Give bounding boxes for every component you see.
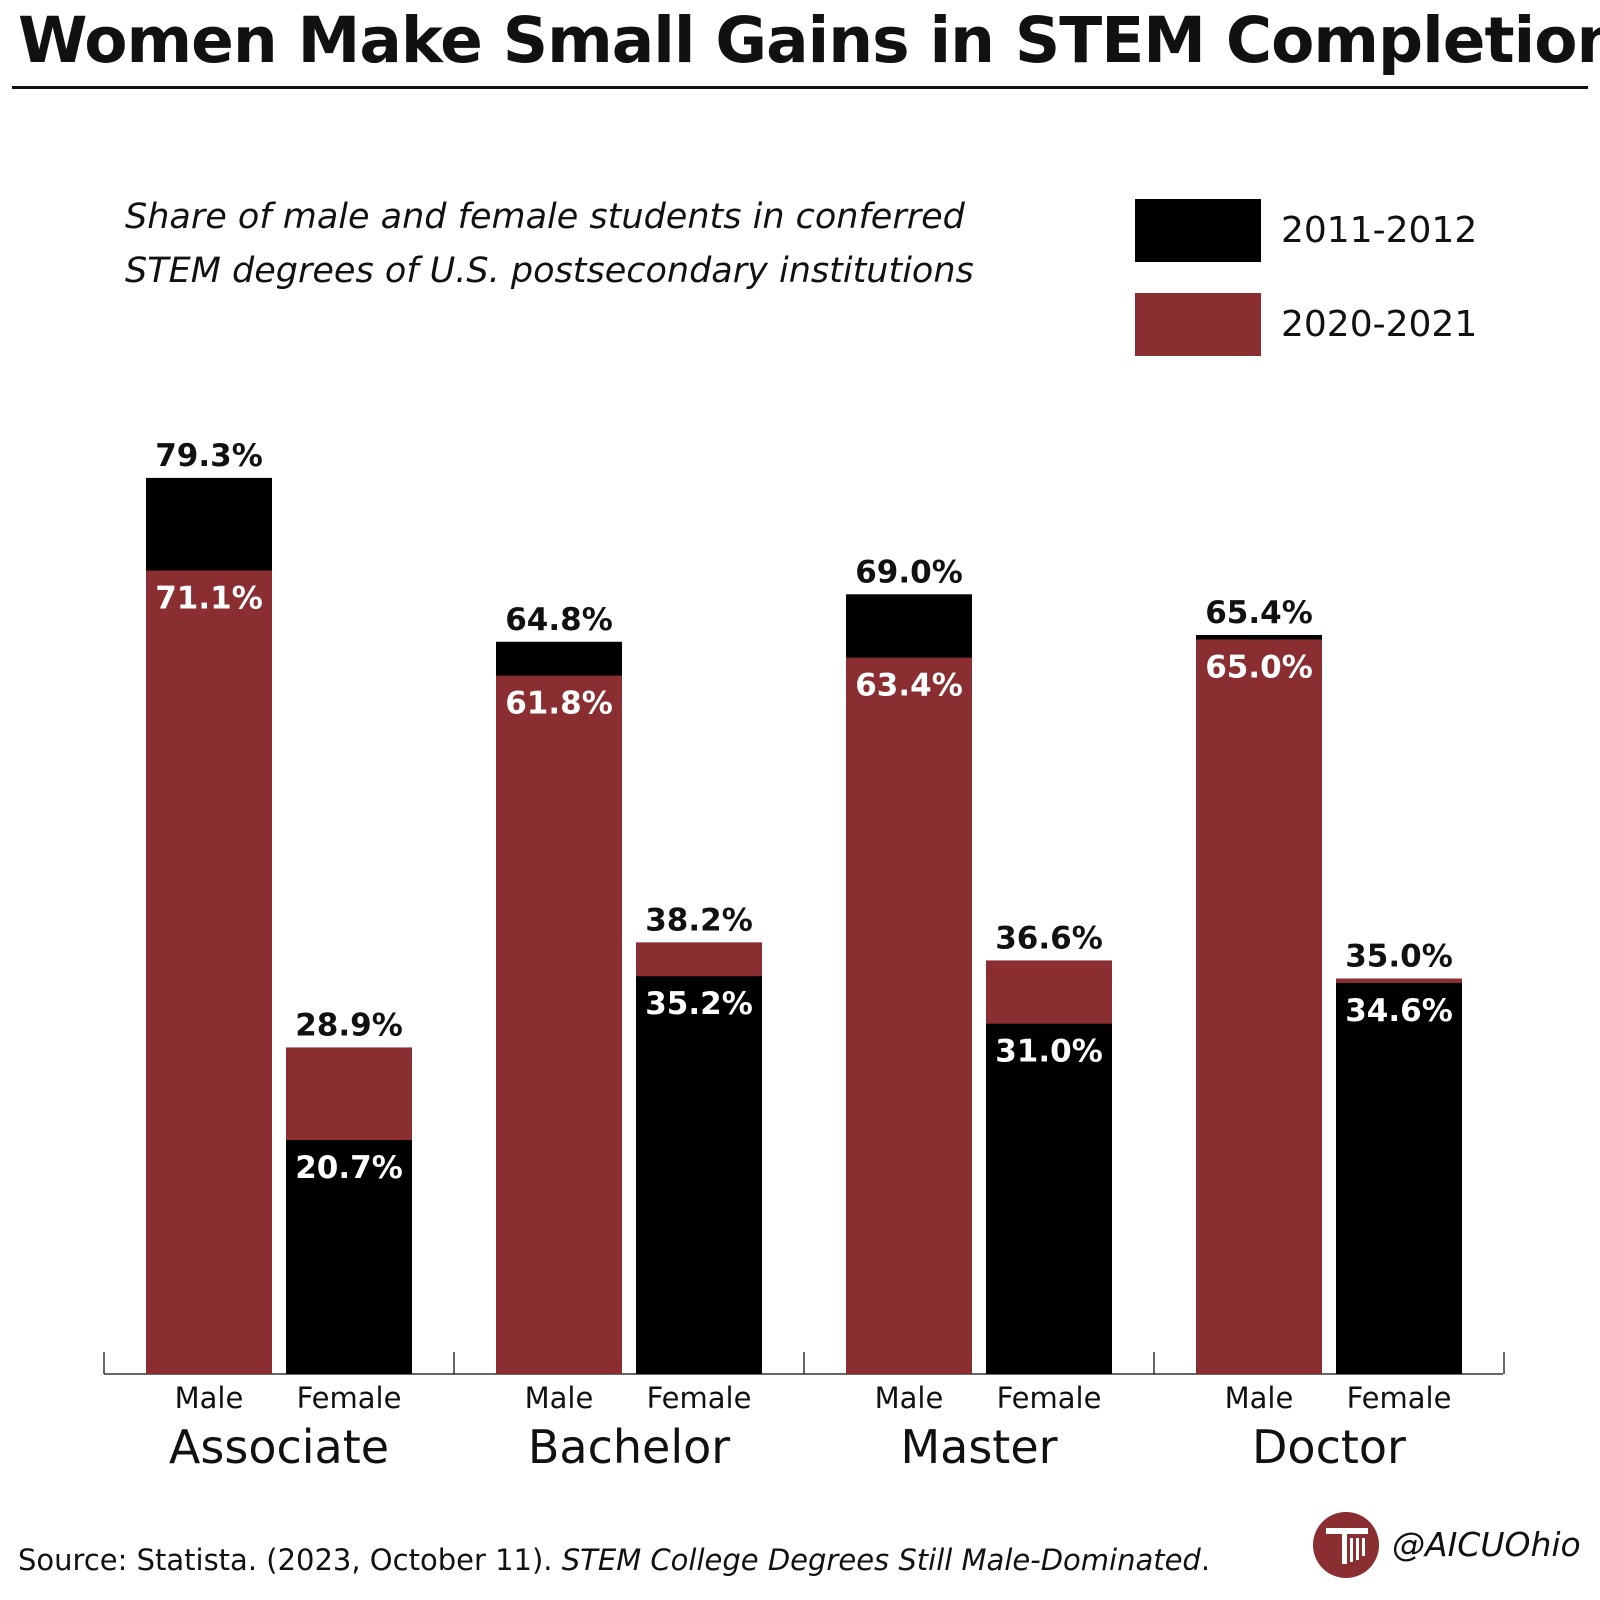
- tick-label-associate-male: Male: [175, 1381, 244, 1415]
- bar-chart: 79.3% 71.1% Male 28.9% 20.7% Female Associate 6…: [103, 438, 1505, 1474]
- source-prefix: Source: Statista. (2023, October 11).: [18, 1543, 562, 1577]
- value-label-doctor-male-top: 65.4%: [1205, 595, 1313, 631]
- value-label-master-female-top: 36.6%: [995, 920, 1103, 956]
- bar-master-female-lower: [986, 1023, 1112, 1374]
- tick-label-associate-female: Female: [297, 1381, 402, 1415]
- value-label-associate-female-inner: 20.7%: [295, 1150, 403, 1186]
- social-handle: @AICUOhio: [1392, 1525, 1581, 1564]
- bar-doctor-male-lower: [1196, 639, 1322, 1374]
- tick-label-master-male: Male: [875, 1381, 944, 1415]
- value-label-doctor-male-inner: 65.0%: [1205, 650, 1313, 686]
- legend-swatch-2011-2012: [1135, 198, 1261, 262]
- legend-item-2011-2012: 2011-2012: [1135, 198, 1477, 262]
- value-label-associate-male-inner: 71.1%: [155, 581, 263, 617]
- tick-label-doctor-male: Male: [1225, 1381, 1294, 1415]
- value-label-associate-female-top: 28.9%: [295, 1007, 403, 1043]
- legend-swatch-2020-2021: [1135, 292, 1261, 356]
- bar-associate-male-lower: [146, 570, 272, 1374]
- bar-doctor-female-lower: [1336, 983, 1462, 1374]
- category-label-associate: Associate: [169, 1420, 389, 1474]
- bar-bachelor-female-lower: [636, 976, 762, 1374]
- tick-label-bachelor-female: Female: [647, 1381, 752, 1415]
- value-label-bachelor-male-top: 64.8%: [505, 602, 613, 638]
- tick-label-doctor-female: Female: [1347, 1381, 1452, 1415]
- value-label-master-male-inner: 63.4%: [855, 668, 963, 704]
- value-label-doctor-female-top: 35.0%: [1345, 939, 1453, 975]
- page-title: Women Make Small Gains in STEM Completio…: [18, 4, 1600, 77]
- value-label-bachelor-female-inner: 35.2%: [645, 986, 753, 1022]
- tick-label-master-female: Female: [997, 1381, 1102, 1415]
- tick-label-bachelor-male: Male: [525, 1381, 594, 1415]
- category-label-bachelor: Bachelor: [528, 1420, 730, 1474]
- value-label-associate-male-top: 79.3%: [155, 438, 263, 474]
- title-rule: [12, 86, 1588, 89]
- legend-label-2011-2012: 2011-2012: [1281, 209, 1478, 251]
- legend-item-2020-2021: 2020-2021: [1135, 292, 1477, 356]
- legend-label-2020-2021: 2020-2021: [1281, 303, 1478, 345]
- chart-subtitle: Share of male and female students in con…: [125, 197, 974, 291]
- bar-associate-female-lower: [286, 1140, 412, 1374]
- category-label-master: Master: [900, 1420, 1057, 1474]
- value-label-doctor-female-inner: 34.6%: [1345, 993, 1453, 1029]
- aicu-logo-icon: [1313, 1512, 1379, 1578]
- value-label-bachelor-male-inner: 61.8%: [505, 686, 613, 722]
- category-label-doctor: Doctor: [1252, 1420, 1406, 1474]
- value-label-master-male-top: 69.0%: [855, 554, 963, 590]
- value-label-bachelor-female-top: 38.2%: [645, 902, 753, 938]
- bar-master-male-lower: [846, 657, 972, 1374]
- source-citation: Source: Statista. (2023, October 11). ST…: [18, 1543, 1210, 1577]
- legend: 2011-2012 2020-2021: [1135, 198, 1477, 386]
- source-title: STEM College Degrees Still Male-Dominate…: [561, 1543, 1201, 1577]
- bar-bachelor-male-lower: [496, 675, 622, 1374]
- value-label-master-female-inner: 31.0%: [995, 1034, 1103, 1070]
- source-suffix: .: [1200, 1543, 1211, 1577]
